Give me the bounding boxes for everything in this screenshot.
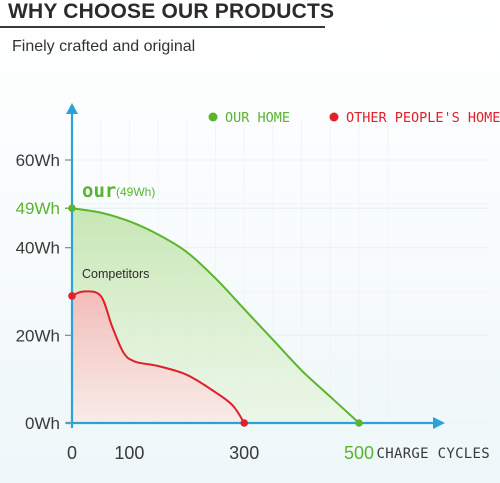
series-line-1 [71, 290, 246, 424]
ours-annotation: our [82, 180, 116, 202]
legend-label-0: OUR HOME [225, 110, 290, 126]
series-lines [71, 207, 360, 424]
series-area-1 [72, 291, 245, 423]
ours-capacity-annotation: (49Wh) [116, 185, 155, 199]
title-underline [0, 26, 325, 28]
series-line-0 [71, 207, 360, 424]
y-tick-label: 49Wh [16, 199, 60, 218]
legend-label-1: OTHER PEOPLE'S HOME [346, 110, 500, 126]
x-tick-label: 0 [67, 443, 77, 463]
annotations: our (49Wh) Competitors [82, 180, 155, 281]
x-tick-label: 100 [114, 443, 144, 463]
tick-labels: 0Wh 20Wh 40Wh 49Wh 60Wh 0 100 300 500 CHARGE CYCL… [16, 151, 490, 463]
x-axis-arrow [433, 417, 445, 429]
series-start-point-0 [68, 204, 76, 213]
y-tick-label: 0Wh [25, 414, 60, 433]
y-tick-label: 60Wh [16, 151, 60, 170]
legend-swatch-1 [329, 112, 339, 122]
page-subtitle: Finely crafted and original [12, 38, 196, 55]
competitors-annotation: Competitors [82, 267, 149, 281]
legend: OUR HOME OTHER PEOPLE'S HOME [208, 110, 500, 126]
y-axis-arrow [66, 103, 78, 114]
legend-swatch-0 [208, 112, 218, 122]
axes [66, 103, 445, 429]
series-areas [72, 208, 359, 423]
series-markers [68, 204, 363, 427]
x-axis-label: CHARGE CYCLES [377, 446, 490, 462]
x-tick-label: 500 [344, 443, 374, 463]
x-tick-label: 300 [229, 443, 259, 463]
y-tick-label: 20Wh [16, 326, 60, 345]
page-title: WHY CHOOSE OUR PRODUCTS [8, 0, 335, 23]
series-end-point-0 [355, 419, 363, 427]
y-tick-label: 40Wh [16, 239, 60, 258]
series-start-point-1 [68, 292, 76, 300]
series-end-point-1 [240, 419, 248, 427]
